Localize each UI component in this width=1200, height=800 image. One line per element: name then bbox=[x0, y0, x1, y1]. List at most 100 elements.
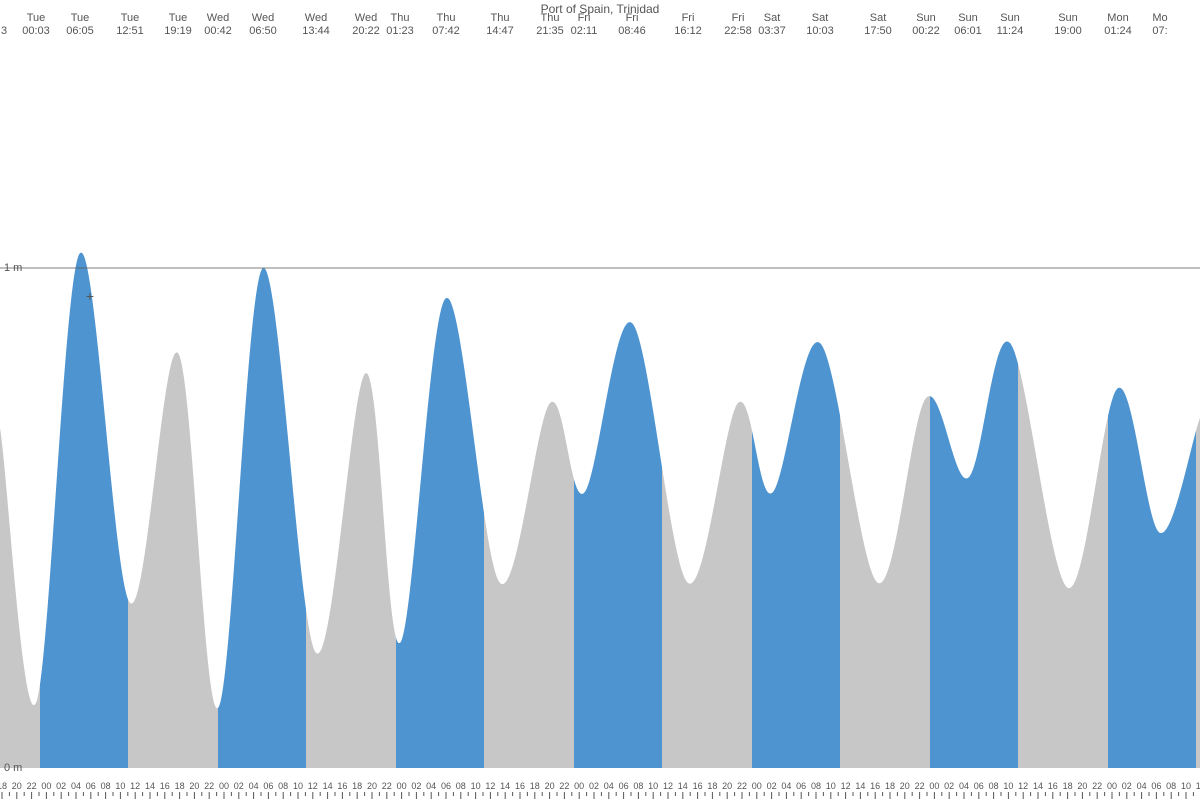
x-hour-label: 20 bbox=[367, 781, 377, 791]
x-hour-label: 14 bbox=[1033, 781, 1043, 791]
x-hour-label: 20 bbox=[722, 781, 732, 791]
tide-area-night bbox=[840, 396, 930, 768]
x-hour-label: 14 bbox=[145, 781, 155, 791]
x-hour-label: 12 bbox=[663, 781, 673, 791]
x-hour-label: 10 bbox=[648, 781, 658, 791]
x-hour-label: 06 bbox=[86, 781, 96, 791]
tide-area-night bbox=[0, 405, 40, 768]
x-hour-label: 18 bbox=[707, 781, 717, 791]
tide-area-day bbox=[574, 322, 662, 768]
x-hour-label: 04 bbox=[781, 781, 791, 791]
x-hour-label: 00 bbox=[929, 781, 939, 791]
x-hour-label: 10 bbox=[471, 781, 481, 791]
y-tick-label: 1 m bbox=[4, 262, 22, 274]
x-hour-label: 04 bbox=[71, 781, 81, 791]
x-hour-label: 06 bbox=[974, 781, 984, 791]
x-hour-label: 22 bbox=[559, 781, 569, 791]
x-hour-label: 18 bbox=[175, 781, 185, 791]
x-hour-label: 06 bbox=[796, 781, 806, 791]
x-hour-label: 08 bbox=[633, 781, 643, 791]
x-hour-label: 10 bbox=[1181, 781, 1191, 791]
x-hour-label: 12 bbox=[1196, 781, 1200, 791]
x-hour-label: 14 bbox=[678, 781, 688, 791]
x-hour-label: 04 bbox=[426, 781, 436, 791]
x-hour-label: 14 bbox=[323, 781, 333, 791]
x-hour-label: 10 bbox=[826, 781, 836, 791]
x-hour-label: 02 bbox=[589, 781, 599, 791]
x-hour-label: 12 bbox=[130, 781, 140, 791]
x-hour-label: 22 bbox=[1092, 781, 1102, 791]
tide-area-night bbox=[128, 352, 218, 768]
x-hour-label: 08 bbox=[1166, 781, 1176, 791]
x-hour-label: 02 bbox=[411, 781, 421, 791]
x-hour-label: 10 bbox=[115, 781, 125, 791]
tide-area-day bbox=[1108, 388, 1196, 768]
x-hour-label: 18 bbox=[0, 781, 7, 791]
x-hour-label: 06 bbox=[441, 781, 451, 791]
x-hour-label: 08 bbox=[456, 781, 466, 791]
x-hour-label: 06 bbox=[619, 781, 629, 791]
x-hour-label: 22 bbox=[204, 781, 214, 791]
x-hour-label: 04 bbox=[959, 781, 969, 791]
x-hour-label: 00 bbox=[219, 781, 229, 791]
x-hour-label: 20 bbox=[900, 781, 910, 791]
x-hour-tick-marks bbox=[2, 792, 1200, 799]
tide-area-day bbox=[930, 341, 1018, 768]
x-hour-label: 20 bbox=[12, 781, 22, 791]
x-hour-label: 20 bbox=[189, 781, 199, 791]
x-hour-label: 16 bbox=[1048, 781, 1058, 791]
x-hour-label: 22 bbox=[27, 781, 37, 791]
x-hour-label: 18 bbox=[352, 781, 362, 791]
x-hour-label: 06 bbox=[1151, 781, 1161, 791]
x-hour-label: 12 bbox=[308, 781, 318, 791]
x-hour-label: 16 bbox=[515, 781, 525, 791]
tide-area-night bbox=[1018, 364, 1108, 768]
tide-area-night bbox=[662, 402, 752, 768]
tide-area-day bbox=[40, 253, 128, 768]
tide-area-night bbox=[1196, 406, 1200, 768]
x-hour-label: 08 bbox=[989, 781, 999, 791]
x-hour-label: 08 bbox=[278, 781, 288, 791]
x-hour-label: 16 bbox=[870, 781, 880, 791]
x-hour-label: 06 bbox=[263, 781, 273, 791]
x-hour-label: 16 bbox=[160, 781, 170, 791]
tide-chart: Port of Spain, Trinidad 3Tue00:03Tue06:0… bbox=[0, 0, 1200, 800]
x-hour-label: 08 bbox=[101, 781, 111, 791]
x-hour-label: 00 bbox=[752, 781, 762, 791]
x-hour-label: 10 bbox=[293, 781, 303, 791]
x-hour-label: 16 bbox=[693, 781, 703, 791]
x-hour-label: 10 bbox=[1003, 781, 1013, 791]
tide-area-day bbox=[218, 268, 306, 768]
tide-area-night bbox=[484, 402, 574, 768]
x-hour-label: 22 bbox=[737, 781, 747, 791]
cross-marker: + bbox=[86, 290, 94, 306]
x-hour-label: 02 bbox=[56, 781, 66, 791]
x-hour-label: 04 bbox=[249, 781, 259, 791]
tide-area-day bbox=[752, 342, 840, 768]
x-hour-label: 12 bbox=[485, 781, 495, 791]
x-hour-label: 08 bbox=[811, 781, 821, 791]
tide-area-night bbox=[306, 373, 396, 768]
x-hour-label: 16 bbox=[337, 781, 347, 791]
x-hour-label: 18 bbox=[1063, 781, 1073, 791]
x-hour-label: 04 bbox=[1137, 781, 1147, 791]
x-hour-label: 14 bbox=[855, 781, 865, 791]
x-hour-label: 22 bbox=[915, 781, 925, 791]
y-tick-label: 0 m bbox=[4, 762, 22, 774]
x-hour-label: 02 bbox=[944, 781, 954, 791]
x-hour-label: 18 bbox=[885, 781, 895, 791]
tide-plot bbox=[0, 0, 1200, 800]
x-hour-label: 00 bbox=[1107, 781, 1117, 791]
x-hour-label: 00 bbox=[41, 781, 51, 791]
x-hour-label: 18 bbox=[530, 781, 540, 791]
x-hour-label: 02 bbox=[234, 781, 244, 791]
x-hour-label: 02 bbox=[1122, 781, 1132, 791]
x-hour-label: 14 bbox=[500, 781, 510, 791]
x-hour-label: 22 bbox=[382, 781, 392, 791]
x-hour-label: 00 bbox=[574, 781, 584, 791]
x-hour-label: 02 bbox=[767, 781, 777, 791]
x-hour-label: 00 bbox=[397, 781, 407, 791]
x-hour-label: 20 bbox=[1077, 781, 1087, 791]
tide-area-day bbox=[396, 298, 484, 768]
x-hour-label: 20 bbox=[545, 781, 555, 791]
